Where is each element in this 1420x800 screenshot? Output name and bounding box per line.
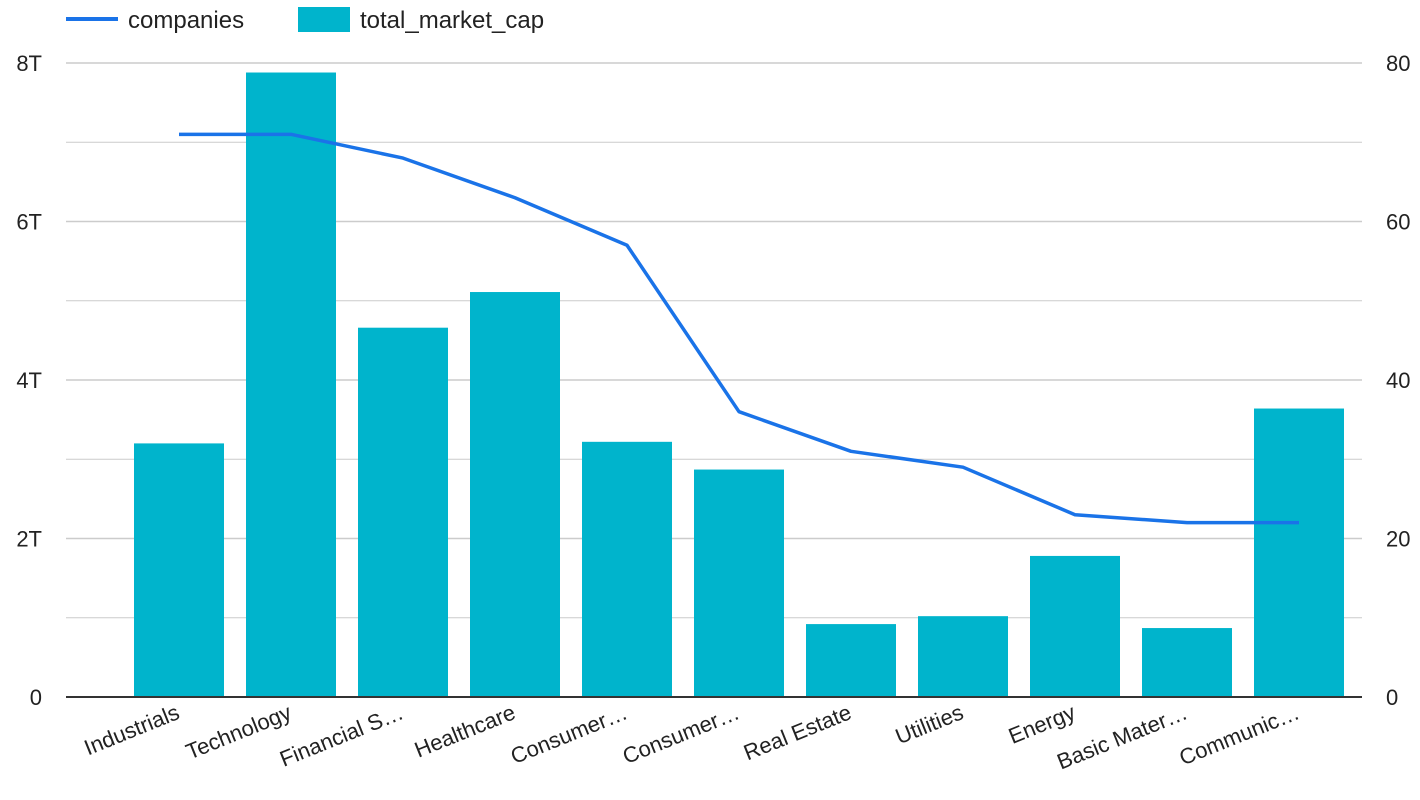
bar[interactable] — [246, 72, 336, 697]
legend-label-total-market-cap: total_market_cap — [360, 7, 544, 34]
bar[interactable] — [470, 292, 560, 697]
y-right-tick-label: 20 — [1386, 527, 1410, 552]
y-left-tick-label: 8T — [16, 51, 42, 76]
x-tick-label: Industrials — [81, 699, 183, 760]
x-tick-label: Real Estate — [740, 699, 855, 765]
bar[interactable] — [1030, 555, 1120, 697]
y-right-tick-label: 60 — [1386, 210, 1410, 235]
y-left-tick-label: 6T — [16, 210, 42, 235]
x-tick-label: Financial S… — [276, 699, 407, 771]
bar[interactable] — [694, 469, 784, 697]
x-tick-label: Communic… — [1176, 699, 1303, 770]
bar[interactable] — [582, 441, 672, 697]
x-tick-label: Healthcare — [411, 699, 519, 762]
line-series-companies — [179, 132, 1299, 525]
y-left-tick-label: 4T — [16, 368, 42, 393]
line-path[interactable] — [179, 132, 1299, 525]
bar[interactable] — [1254, 408, 1344, 697]
bar[interactable] — [358, 327, 448, 697]
bar-series-total-market-cap — [134, 72, 1344, 697]
legend-label-companies: companies — [128, 7, 244, 34]
bar[interactable] — [806, 624, 896, 697]
x-tick-label: Energy — [1005, 699, 1079, 748]
left-y-axis-ticks: 0 2T 4T 6T 8T — [16, 51, 42, 710]
bar[interactable] — [1142, 628, 1232, 697]
legend-item-total-market-cap[interactable]: total_market_cap — [298, 7, 544, 34]
x-tick-label: Consumer… — [619, 699, 743, 768]
bar[interactable] — [918, 616, 1008, 697]
x-tick-label: Utilities — [892, 699, 967, 749]
y-right-tick-label: 0 — [1386, 685, 1398, 710]
legend-swatch-bar — [298, 7, 350, 32]
y-left-tick-label: 0 — [30, 685, 42, 710]
y-right-tick-label: 40 — [1386, 368, 1410, 393]
legend: companies total_market_cap — [66, 7, 544, 34]
bar[interactable] — [134, 443, 224, 697]
x-tick-label: Consumer… — [507, 699, 631, 768]
right-y-axis-ticks: 0 20 40 60 80 — [1386, 51, 1410, 710]
y-left-tick-label: 2T — [16, 527, 42, 552]
y-right-tick-label: 80 — [1386, 51, 1410, 76]
legend-item-companies[interactable]: companies — [66, 7, 244, 34]
